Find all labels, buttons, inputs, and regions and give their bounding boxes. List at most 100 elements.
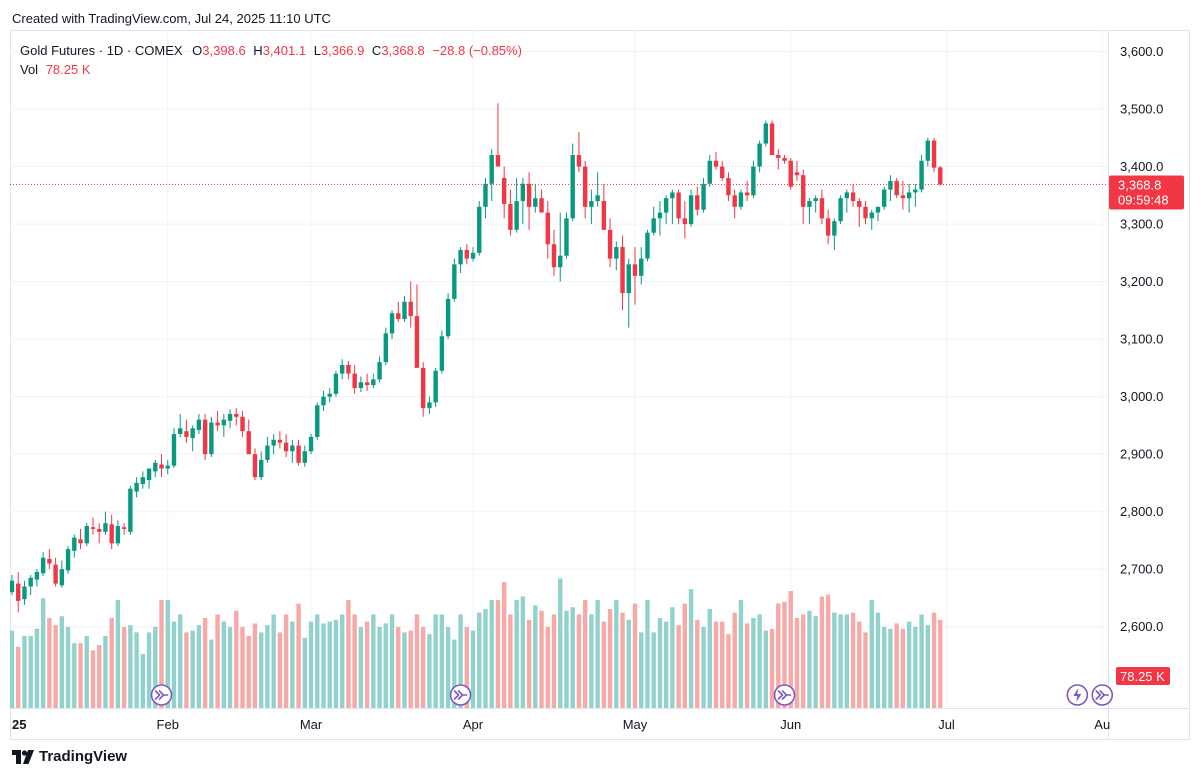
event-marker-icon[interactable] <box>150 684 173 706</box>
volume-bar <box>657 618 663 708</box>
volume-bar <box>16 646 21 708</box>
candle-body <box>227 413 233 421</box>
candle-body <box>558 255 563 268</box>
candle-body <box>53 564 58 584</box>
candle-body <box>103 523 108 532</box>
volume-bar <box>315 614 320 708</box>
candle-body <box>620 247 625 294</box>
volume-bar <box>726 634 731 708</box>
event-marker-icon[interactable] <box>773 684 796 706</box>
candle-body <box>327 393 332 397</box>
volume-bar <box>813 616 818 708</box>
volume-bar <box>582 600 588 708</box>
volume-bar <box>869 600 874 708</box>
volume-bar <box>819 596 825 708</box>
candle-body <box>134 482 139 492</box>
candle-body <box>495 155 501 167</box>
candle-body <box>539 198 544 213</box>
candle-body <box>121 527 127 529</box>
candle-body <box>184 431 189 437</box>
legend-volume-value: 78.25 K <box>45 62 91 77</box>
volume-bar <box>246 636 251 708</box>
candle-body <box>938 167 943 185</box>
x-tick-label: Feb <box>157 717 179 732</box>
legend-volume-label[interactable]: Vol <box>20 62 39 77</box>
candle-body <box>825 218 831 236</box>
candle-body <box>364 382 370 386</box>
chart-frame[interactable]: 3,600.0 3,500.0 3,400.0 3,300.0 3,200.0 3,100… <box>10 30 1190 740</box>
y-tick-label: 3,500.0 <box>1120 102 1163 117</box>
candle-body <box>906 192 912 199</box>
y-tick-label: 2,700.0 <box>1120 562 1163 577</box>
volume-bar <box>165 600 170 708</box>
candle-body <box>352 373 357 389</box>
candle-body <box>165 465 170 469</box>
candle-body <box>900 195 906 199</box>
candle-body <box>470 252 476 259</box>
volume-bar <box>738 600 744 708</box>
volume-bar <box>271 614 276 708</box>
candle-body <box>333 373 339 394</box>
candle-body <box>788 160 793 187</box>
volume-bar <box>576 614 582 708</box>
candle-body <box>115 526 121 544</box>
created-with-caption: Created with TradingView.com, Jul 24, 20… <box>12 11 331 26</box>
tradingview-brand[interactable]: TradingView <box>12 748 127 765</box>
volume-bar <box>882 627 887 708</box>
volume-bar <box>539 610 544 708</box>
candlestick-chart[interactable]: 3,600.0 3,500.0 3,400.0 3,300.0 3,200.0 3,100… <box>10 30 1190 740</box>
volume-bar <box>308 621 314 708</box>
legend-symbol[interactable]: Gold Futures · 1D · COMEX <box>20 43 183 58</box>
volume-bar <box>545 627 550 708</box>
volume-bar <box>614 600 619 708</box>
lightning-marker-icon[interactable] <box>1066 684 1089 706</box>
volume-bar <box>875 612 881 708</box>
volume-bar <box>483 609 488 708</box>
volume-bar <box>701 627 706 708</box>
volume-bar <box>595 600 600 708</box>
volume-bar <box>302 637 308 708</box>
candle-body <box>682 218 688 225</box>
volume-bar <box>53 625 58 708</box>
volume-bar <box>757 614 762 708</box>
event-marker-icon[interactable] <box>449 684 472 706</box>
candle-body <box>84 526 89 544</box>
candle-body <box>202 419 208 455</box>
volume-bar <box>439 614 445 708</box>
volume-bar <box>121 627 127 708</box>
y-tick-label: 2,900.0 <box>1120 447 1163 462</box>
volume-bar <box>751 618 756 708</box>
y-tick-label: 3,600.0 <box>1120 44 1163 59</box>
event-marker-icon[interactable] <box>1091 684 1114 706</box>
volume-series <box>10 578 943 708</box>
volume-bar <box>832 612 837 708</box>
candle-body <box>16 583 21 601</box>
volume-bar <box>445 627 451 708</box>
volume-bar <box>620 612 625 708</box>
volume-bar <box>346 600 351 708</box>
candle-body <box>931 140 937 168</box>
legend-low-value: 3,366.9 <box>320 43 365 58</box>
volume-bar <box>651 632 656 708</box>
candle-body <box>657 212 663 219</box>
volume-bar <box>900 628 906 708</box>
y-tick-label: 3,000.0 <box>1120 389 1163 404</box>
candle-body <box>339 365 345 374</box>
candle-body <box>234 413 239 417</box>
volume-bar <box>364 621 370 708</box>
volume-bar <box>414 614 420 708</box>
volume-bar <box>59 616 65 708</box>
candle-body <box>128 488 133 532</box>
candle-body <box>769 123 775 156</box>
candle-body <box>420 367 426 409</box>
volume-bar <box>788 591 793 708</box>
candle-body <box>221 419 227 426</box>
volume-bar <box>508 614 513 708</box>
candle-body <box>520 183 526 202</box>
overlay-layer <box>10 183 1114 706</box>
candle-body <box>78 539 83 544</box>
volume-bar <box>140 654 146 708</box>
candle-body <box>744 192 750 196</box>
volume-bar <box>402 632 407 708</box>
volume-bar <box>782 601 787 708</box>
